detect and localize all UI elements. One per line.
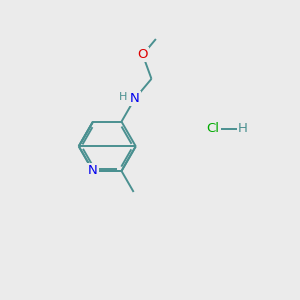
Text: Cl: Cl [206,122,220,136]
Text: N: N [88,164,98,178]
Text: H: H [238,122,248,136]
Text: O: O [137,48,148,61]
Text: H: H [119,92,128,102]
Text: N: N [130,92,140,105]
